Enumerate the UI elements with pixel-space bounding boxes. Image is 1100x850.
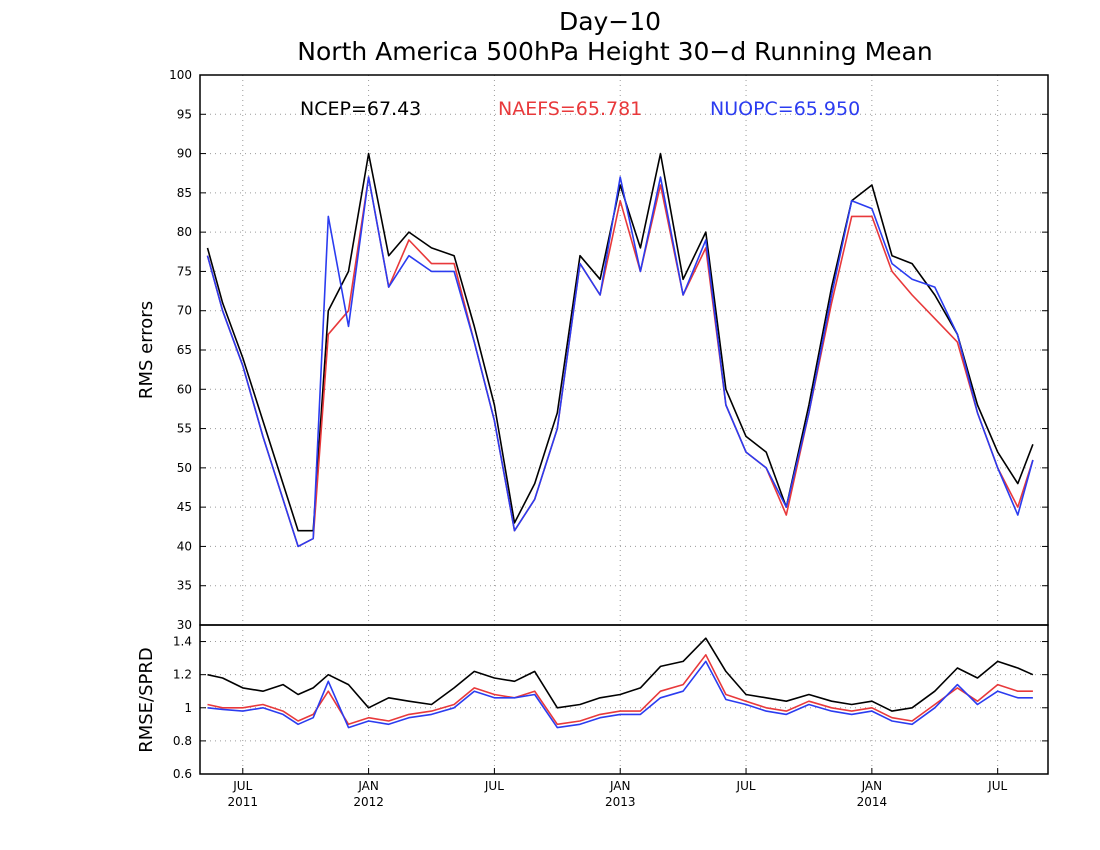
legend-naefs: NAEFS=65.781	[498, 98, 642, 120]
top-y-tick-label: 65	[177, 343, 192, 357]
x-tick-year-label: 2012	[353, 795, 384, 809]
legend-ncep: NCEP=67.43	[300, 98, 421, 120]
top-series-nuopc-line	[206, 176, 1034, 548]
bottom-y-tick-label: 0.8	[173, 734, 192, 748]
x-tick-label: JUL	[484, 779, 504, 793]
top-y-tick-label: 45	[177, 500, 192, 514]
top-y-tick-label: 80	[177, 225, 192, 239]
x-tick-label: JAN	[357, 779, 379, 793]
top-panel-series	[206, 152, 1034, 548]
bottom-series-ncep-line	[207, 637, 1034, 712]
top-y-tick-label: 95	[177, 107, 192, 121]
top-y-tick-label: 55	[177, 422, 192, 436]
legend-nuopc: NUOPC=65.950	[710, 98, 860, 120]
x-tick-label: JAN	[861, 779, 883, 793]
bottom-panel-frame	[199, 624, 1049, 775]
top-y-tick-label: 75	[177, 264, 192, 278]
top-y-tick-label: 85	[177, 186, 192, 200]
bottom-series-naefs-line	[207, 653, 1033, 726]
x-axis: JUL 2011 JAN 2012 JUL JAN 2013 JUL JAN 2014 JUL	[228, 768, 1007, 809]
bottom-panel-series	[207, 637, 1034, 729]
top-y-axis-label: RMS errors	[136, 301, 157, 399]
top-y-tick-label: 60	[177, 382, 192, 396]
top-y-axis: 30 35 40 45 50 55 60 65 70 75 80 85 90 95 100	[169, 68, 1048, 632]
top-y-tick-label: 40	[177, 539, 192, 553]
bottom-y-axis: 0.6 0.8 1 1.2 1.4	[173, 635, 1048, 781]
x-tick-label: JUL	[232, 779, 252, 793]
legend: NCEP=67.43 NAEFS=65.781 NUOPC=65.950	[300, 98, 860, 120]
x-tick-year-label: 2013	[605, 795, 636, 809]
top-y-tick-label: 35	[177, 579, 192, 593]
bottom-panel-grid	[200, 625, 1048, 774]
chart-subtitle: North America 500hPa Height 30−d Running…	[297, 37, 932, 66]
top-panel-grid	[200, 75, 1048, 625]
x-tick-year-label: 2011	[228, 795, 259, 809]
bottom-y-axis-label: RMSE/SPRD	[136, 647, 157, 753]
x-tick-label: JAN	[609, 779, 631, 793]
top-y-tick-label: 90	[177, 147, 192, 161]
bottom-y-tick-label: 1.2	[173, 668, 192, 682]
bottom-series-nuopc-line	[207, 660, 1033, 729]
top-y-tick-label: 50	[177, 461, 192, 475]
top-series-naefs-line	[206, 176, 1034, 548]
chart-title: Day−10	[559, 7, 661, 36]
x-tick-year-label: 2014	[857, 795, 888, 809]
bottom-y-tick-label: 1.4	[173, 635, 192, 649]
bottom-y-tick-label: 0.6	[173, 767, 192, 781]
top-y-tick-label: 100	[169, 68, 192, 82]
top-y-tick-label: 70	[177, 304, 192, 318]
top-y-tick-label: 30	[177, 618, 192, 632]
x-tick-label: JUL	[987, 779, 1007, 793]
x-tick-label: JUL	[736, 779, 756, 793]
bottom-y-tick-label: 1	[184, 701, 192, 715]
